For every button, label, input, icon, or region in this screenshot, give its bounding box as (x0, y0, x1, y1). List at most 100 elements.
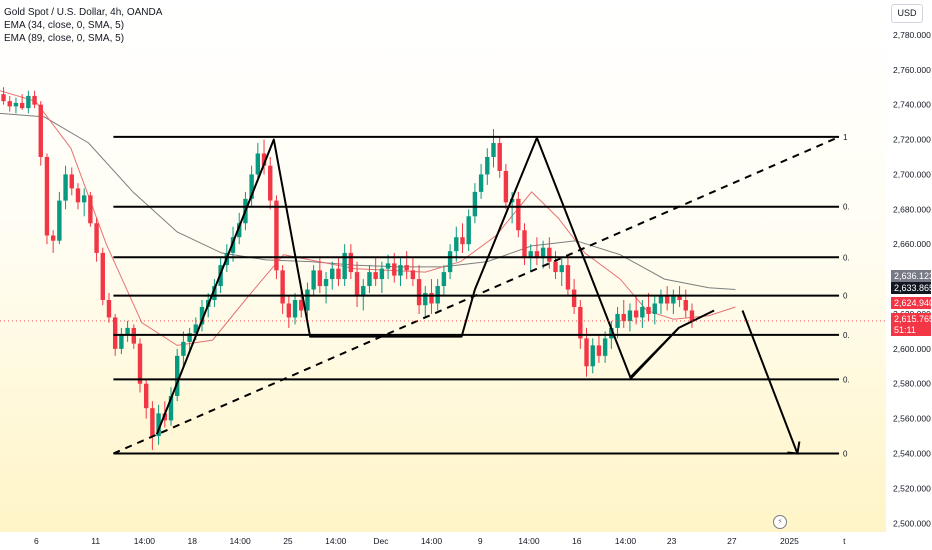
price-tag: 2,633.865 (891, 282, 932, 294)
x-tick-label: 14:00 (229, 536, 251, 546)
x-tick-label: 25 (283, 536, 293, 546)
candle-body (416, 279, 422, 306)
x-tick-label: 16 (572, 536, 582, 546)
y-tick-label: 2,680.000 (893, 204, 931, 214)
candle-body (361, 286, 366, 297)
candle-body (609, 327, 614, 339)
price-tag: 2,624.940 (891, 297, 932, 309)
candle-body (565, 265, 571, 290)
candle-body (162, 413, 167, 421)
time-axis[interactable]: 6 11 14:00 18 14:00 25 14:00 Dec 14:00 9 14:00 16 14… (0, 532, 886, 550)
candle-body (633, 310, 639, 318)
candle-body (522, 230, 527, 259)
candle-body (348, 252, 354, 273)
candle-body (156, 413, 161, 437)
candle-body (621, 313, 626, 321)
candle-body (367, 272, 372, 287)
candle-body (7, 101, 12, 107)
x-tick-label: 14:00 (134, 536, 156, 546)
candle-body (404, 265, 409, 271)
candle-body (168, 395, 174, 421)
candle-body (69, 174, 74, 189)
chart-legend: Gold Spot / U.S. Dollar, 4h, OANDA EMA (… (4, 6, 162, 45)
candle-body (664, 296, 670, 304)
currency-button[interactable]: USD (891, 4, 923, 23)
fib-levels[interactable]: 1 0. 0. 0 0. 0. 0 (113, 133, 850, 459)
candle-body (615, 313, 620, 328)
candle-body (423, 293, 428, 306)
time-axis-background (0, 532, 886, 550)
fib-level-label: 0. (843, 331, 850, 340)
candle-body (286, 303, 292, 318)
ema34-legend[interactable]: EMA (34, close, 0, SMA, 5) (4, 20, 125, 31)
x-tick-label: 27 (727, 536, 737, 546)
candle-body (137, 343, 143, 384)
arrow-head-icon (787, 441, 801, 455)
candle-body (274, 200, 279, 271)
candle-body (553, 261, 558, 273)
pattern-line (630, 327, 680, 378)
candle-body (385, 263, 391, 269)
candle-body (627, 310, 633, 321)
candle-body (342, 252, 347, 280)
ema89-legend[interactable]: EMA (89, close, 0, SMA, 5) (4, 33, 125, 44)
candle-body (268, 165, 273, 201)
candle-body (181, 341, 186, 356)
candle-body (336, 268, 341, 280)
candle-body (143, 383, 149, 409)
symbol-title[interactable]: Gold Spot / U.S. Dollar, 4h, OANDA (4, 7, 163, 18)
candle-body (292, 300, 298, 318)
candle-body (249, 174, 254, 199)
candle-body (237, 223, 242, 238)
candle-body (540, 247, 546, 259)
candle-body (32, 95, 37, 105)
candle-body (255, 153, 261, 175)
candle-body (683, 300, 688, 311)
candle-body (689, 310, 695, 321)
ema89-path (0, 112, 736, 290)
candle-body (447, 251, 453, 273)
candle-body (478, 174, 484, 192)
candle-body (305, 289, 310, 311)
x-tick-label: 14:00 (421, 536, 443, 546)
pattern-drawings[interactable] (0, 136, 886, 455)
candle-body (193, 324, 199, 334)
candle-body (584, 338, 589, 367)
candle-body (94, 223, 99, 253)
candle-body (578, 306, 583, 339)
fib-level-label: 0. (843, 253, 850, 262)
candle-body (280, 270, 285, 304)
candle-body (311, 270, 316, 290)
y-tick-label: 2,720.000 (893, 135, 931, 145)
x-tick-label: 9 (478, 536, 483, 546)
x-tick-label: 6 (34, 536, 39, 546)
candle-body (398, 265, 403, 276)
fib-level-label: 0 (843, 292, 848, 301)
fib-level-label: 0. (843, 375, 850, 384)
x-tick-label: 2025 (780, 536, 799, 546)
x-tick-label: 23 (667, 536, 677, 546)
y-tick-label: 2,520.000 (893, 483, 931, 493)
candle-body (472, 191, 478, 217)
x-tick-label: t (843, 536, 846, 546)
candle-body (13, 102, 19, 107)
candle-body (119, 334, 124, 349)
candle-body (571, 289, 577, 307)
candle-body (534, 251, 540, 259)
candle-body (88, 195, 93, 224)
candle-body (19, 102, 25, 109)
x-tick-label: 11 (91, 536, 100, 546)
candle-body (658, 296, 664, 304)
fib-level-label: 0 (843, 450, 848, 459)
lightning-icon[interactable]: ⚡ (773, 515, 787, 529)
y-tick-label: 2,560.000 (893, 414, 931, 424)
candle-body (373, 272, 378, 280)
candle-body (497, 143, 502, 171)
candle-body (38, 104, 43, 157)
candle-body (1, 94, 6, 102)
candle-body (112, 317, 118, 349)
candle-body (50, 235, 56, 241)
candle-body (590, 345, 595, 367)
candle-body (392, 263, 397, 276)
